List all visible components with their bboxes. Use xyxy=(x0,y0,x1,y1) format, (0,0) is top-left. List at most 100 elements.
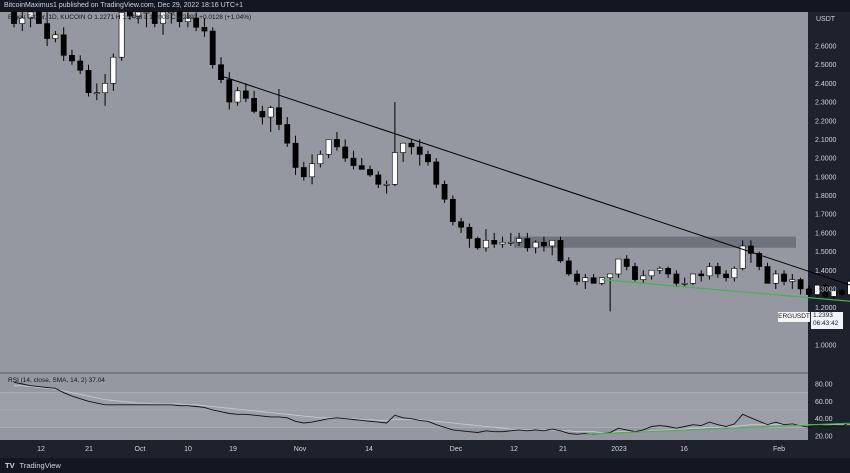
candle xyxy=(474,236,481,250)
candle-body xyxy=(466,226,473,239)
candle xyxy=(516,232,522,246)
grid xyxy=(0,392,808,428)
time-tick-label: 21 xyxy=(85,446,93,453)
candle-body xyxy=(598,277,605,284)
candle xyxy=(276,88,282,131)
tradingview-logo-icon[interactable]: TV xyxy=(5,461,15,470)
candle-body xyxy=(781,273,787,282)
brand-name[interactable]: TradingView xyxy=(19,461,61,470)
candle xyxy=(532,240,539,254)
candle-body xyxy=(590,277,597,284)
candle xyxy=(342,139,349,162)
candle-body xyxy=(839,290,845,295)
publish-header: BitcoinMaximus1 published on TradingView… xyxy=(0,0,850,12)
price-tick-label: 1.9000 xyxy=(815,174,837,181)
candle-body xyxy=(168,11,175,14)
candle xyxy=(60,27,67,61)
candle xyxy=(292,135,299,175)
candle xyxy=(822,283,829,299)
candle-body xyxy=(93,92,100,95)
time-axis[interactable] xyxy=(0,440,808,458)
candle-body xyxy=(814,284,821,295)
candle xyxy=(135,11,142,24)
descending-trendline xyxy=(220,75,850,286)
candle xyxy=(690,273,696,286)
time-tick-label: 14 xyxy=(365,446,373,453)
candle-body xyxy=(549,240,556,247)
candle-body xyxy=(300,167,307,178)
candle xyxy=(35,11,42,24)
candle xyxy=(151,11,158,28)
candle-body xyxy=(383,183,390,186)
price-tick-label: 1.8000 xyxy=(815,193,837,200)
price-tick-label: 2.0000 xyxy=(815,156,837,163)
candle-body xyxy=(218,64,224,80)
candle xyxy=(839,288,845,297)
price-tick-label: 1.5000 xyxy=(815,249,837,256)
candle xyxy=(350,150,357,170)
candle xyxy=(847,277,850,297)
candle xyxy=(44,12,51,46)
candle-body xyxy=(350,157,357,166)
rsi-legend[interactable]: RSI (14, close, SMA, 14, 2) 37.04 xyxy=(8,377,105,384)
price-axis-labels: 2.6000 2.5000 2.4000 2.3000 2.2000 2.1000 2.00… xyxy=(815,44,837,350)
candle xyxy=(317,150,324,168)
candle xyxy=(466,223,473,248)
candle xyxy=(69,49,75,65)
candle-body xyxy=(483,240,489,249)
candle-body xyxy=(69,55,75,62)
candle-body xyxy=(524,238,531,249)
candle-body xyxy=(632,266,638,280)
candle xyxy=(375,171,382,189)
candle xyxy=(714,262,721,278)
candle xyxy=(110,53,117,91)
candle-body xyxy=(656,268,663,271)
candle-body xyxy=(35,11,42,24)
candle-body xyxy=(151,11,158,24)
candle xyxy=(648,269,655,280)
price-tick-label: 2.4000 xyxy=(815,81,837,88)
candle-body xyxy=(673,273,680,284)
candle xyxy=(102,74,108,106)
candle-body xyxy=(110,56,117,84)
candle xyxy=(797,277,804,295)
candle-body xyxy=(830,290,837,297)
candle xyxy=(458,217,465,233)
candle xyxy=(168,11,175,24)
candle xyxy=(416,139,423,166)
time-tick-label: 12 xyxy=(510,446,518,453)
candle xyxy=(184,12,191,28)
candle xyxy=(739,240,746,271)
candle xyxy=(408,139,415,155)
time-tick-label: 21 xyxy=(559,446,567,453)
ohlc-values: O 1.2271 H 1.2468 L 1.2003 C 1.2393 +0.0… xyxy=(87,14,252,21)
rsi-tick-label: 40.00 xyxy=(815,416,833,423)
candle xyxy=(251,90,258,114)
support-line xyxy=(601,278,850,302)
candle-body xyxy=(375,174,382,185)
candle-body xyxy=(822,284,829,297)
candle-body xyxy=(739,245,746,269)
candle xyxy=(449,195,456,226)
candle-body xyxy=(681,283,688,285)
candle xyxy=(193,12,200,32)
rsi-axis-labels: 80.00 60.00 40.00 20.00 xyxy=(815,382,833,441)
price-tick-label: 1.3000 xyxy=(815,286,837,293)
candle-body xyxy=(847,281,850,295)
candle xyxy=(673,270,680,288)
candle-body xyxy=(184,17,191,23)
candle-body xyxy=(19,17,26,24)
candle xyxy=(805,285,812,299)
candle xyxy=(358,158,365,170)
candle xyxy=(789,273,796,289)
candle-body xyxy=(640,275,647,280)
price-axis[interactable] xyxy=(808,12,850,458)
currency-label: USDT xyxy=(816,16,836,23)
candle-body xyxy=(541,241,547,247)
candle xyxy=(234,87,241,106)
candle-body xyxy=(425,154,431,163)
symbol-legend[interactable]: Ergo / Tether, 1D, KUCOIN O 1.2271 H 1.2… xyxy=(8,14,251,21)
time-tick-label: 12 xyxy=(37,446,45,453)
